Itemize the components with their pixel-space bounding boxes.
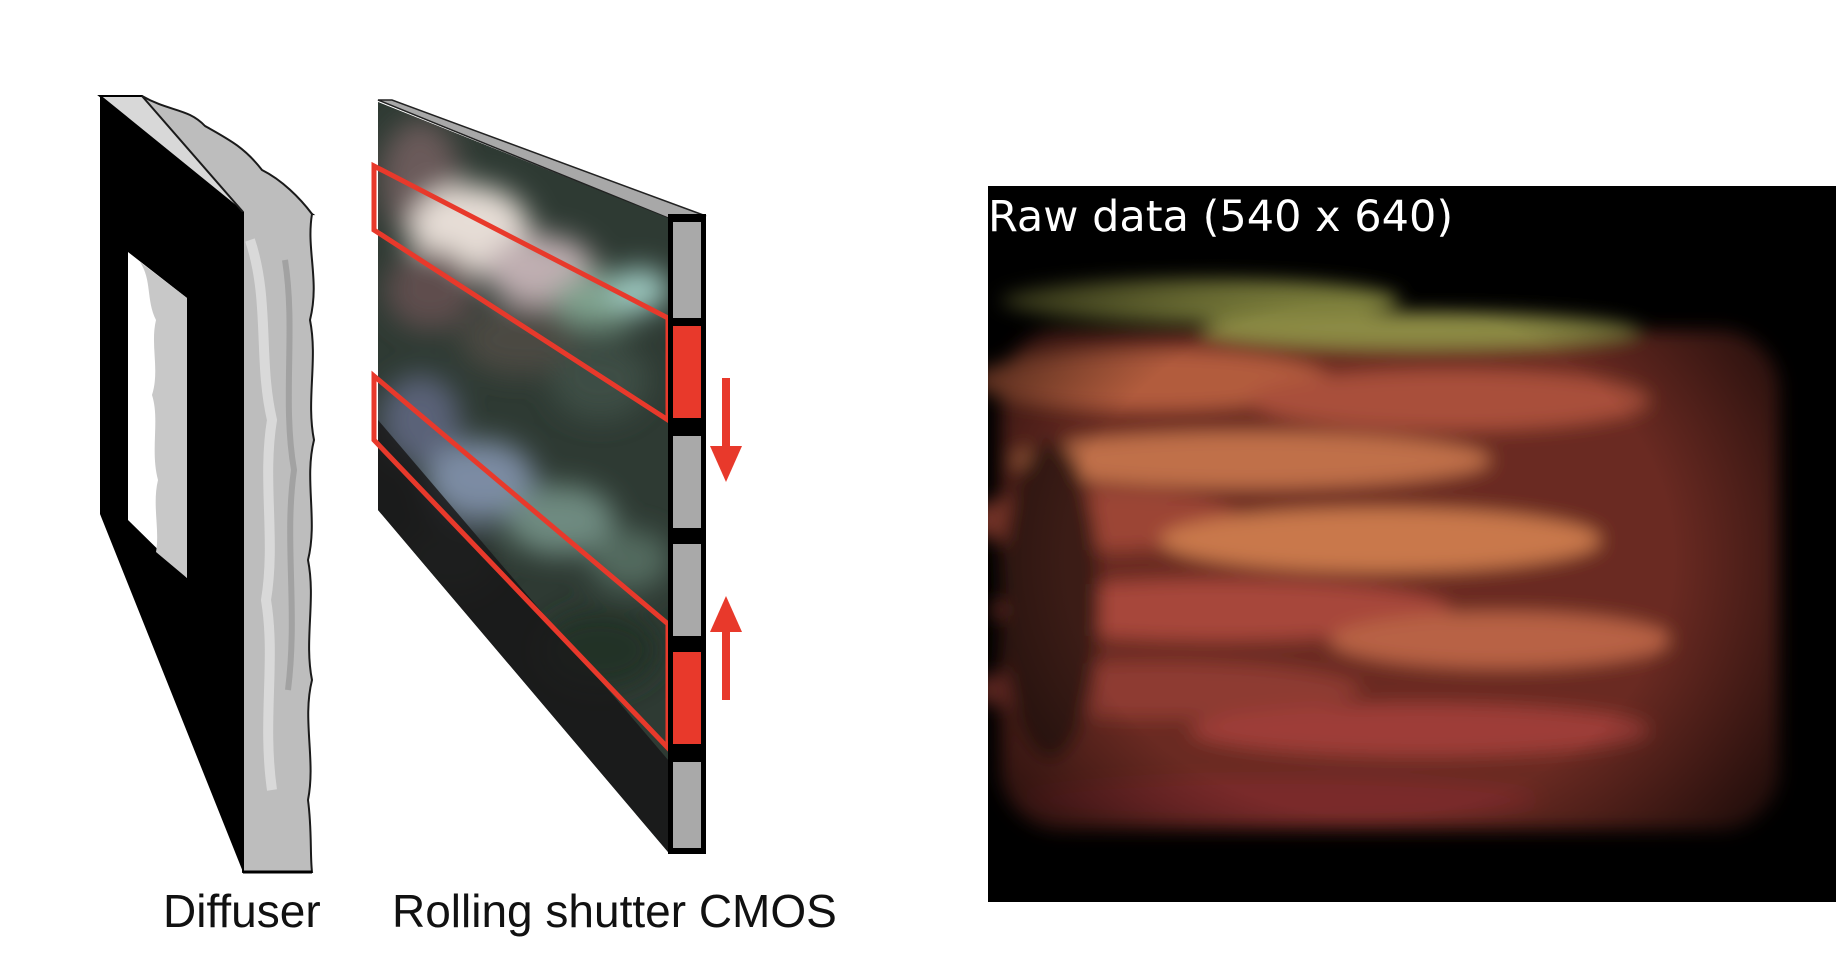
raw-data-title: Raw data (540 x 640) bbox=[988, 192, 1454, 242]
arrow-down-icon bbox=[710, 378, 742, 482]
diffuser-window-surface bbox=[140, 262, 187, 578]
raw-data-image bbox=[988, 186, 1836, 902]
pixel-column bbox=[668, 214, 706, 854]
pixel-5-active bbox=[673, 652, 701, 744]
pixel-2-active bbox=[673, 326, 701, 418]
pixel-1 bbox=[673, 222, 701, 318]
cmos-sensor bbox=[371, 99, 742, 854]
diffuser bbox=[97, 95, 316, 874]
arrow-up-icon bbox=[710, 596, 742, 700]
diffuser-label: Diffuser bbox=[163, 885, 321, 937]
pixel-6 bbox=[673, 762, 701, 848]
sensor-label: Rolling shutter CMOS bbox=[392, 885, 837, 937]
pixel-4 bbox=[673, 544, 701, 636]
pixel-3 bbox=[673, 436, 701, 528]
raw-data-panel: Raw data (540 x 640) bbox=[988, 186, 1836, 902]
